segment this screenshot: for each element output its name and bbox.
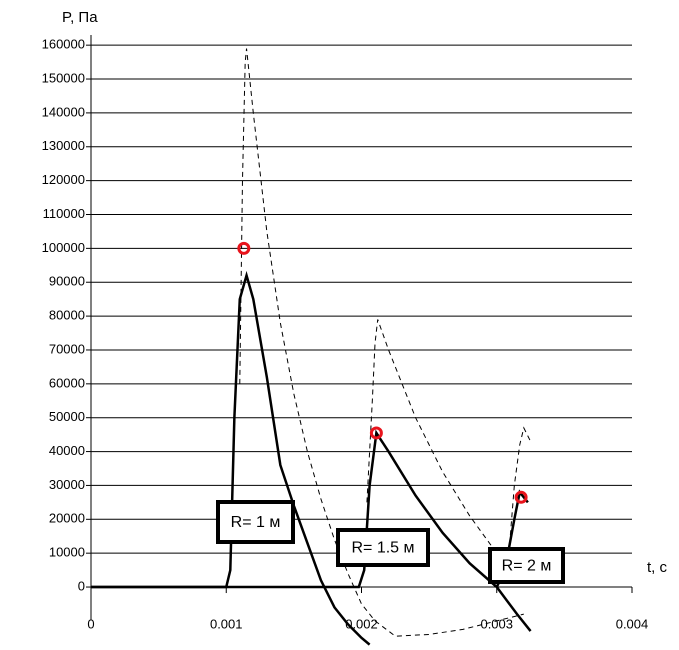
x-tick-label: 0.003 (480, 616, 513, 631)
line (91, 429, 532, 632)
label-box (336, 528, 430, 567)
y-tick-label: 50000 (49, 409, 85, 424)
y-tick-label: 0 (78, 578, 85, 593)
marker (369, 426, 383, 440)
y-tick-label: 70000 (49, 341, 85, 356)
y-tick-label: 130000 (42, 138, 85, 153)
x-tick-label: 0 (87, 616, 94, 631)
label-box (216, 500, 295, 544)
x-axis-title: t, c (647, 559, 668, 576)
label-box (488, 547, 565, 584)
marker (514, 490, 528, 504)
dashed-line (366, 319, 518, 578)
y-tick-label: 90000 (49, 274, 85, 289)
y-tick-label: 40000 (49, 443, 85, 458)
x-tick-label: 0.001 (210, 616, 243, 631)
line (91, 270, 371, 646)
y-tick-label: 160000 (42, 37, 85, 52)
y-axis-title: P, Па (62, 9, 98, 26)
y-tick-label: 60000 (49, 375, 85, 390)
label-text: R= 1 м (231, 514, 281, 531)
x-tick-label: 0.002 (345, 616, 378, 631)
y-tick-label: 150000 (42, 70, 85, 85)
y-tick-label: 110000 (43, 206, 85, 221)
y-tick-label: 100000 (42, 240, 85, 255)
y-tick-label: 80000 (49, 308, 85, 323)
y-tick-label: 10000 (49, 545, 85, 560)
y-tick-label: 30000 (49, 477, 85, 492)
dashed-line (508, 426, 532, 554)
label-text: R= 1.5 м (351, 540, 414, 557)
y-tick-label: 140000 (42, 104, 85, 119)
dashed-line (239, 48, 524, 637)
x-tick-label: 0.004 (616, 616, 649, 631)
label-text: R= 2 м (502, 558, 552, 575)
y-tick-label: 120000 (42, 172, 85, 187)
y-tick-label: 20000 (49, 511, 85, 526)
marker (237, 241, 251, 255)
